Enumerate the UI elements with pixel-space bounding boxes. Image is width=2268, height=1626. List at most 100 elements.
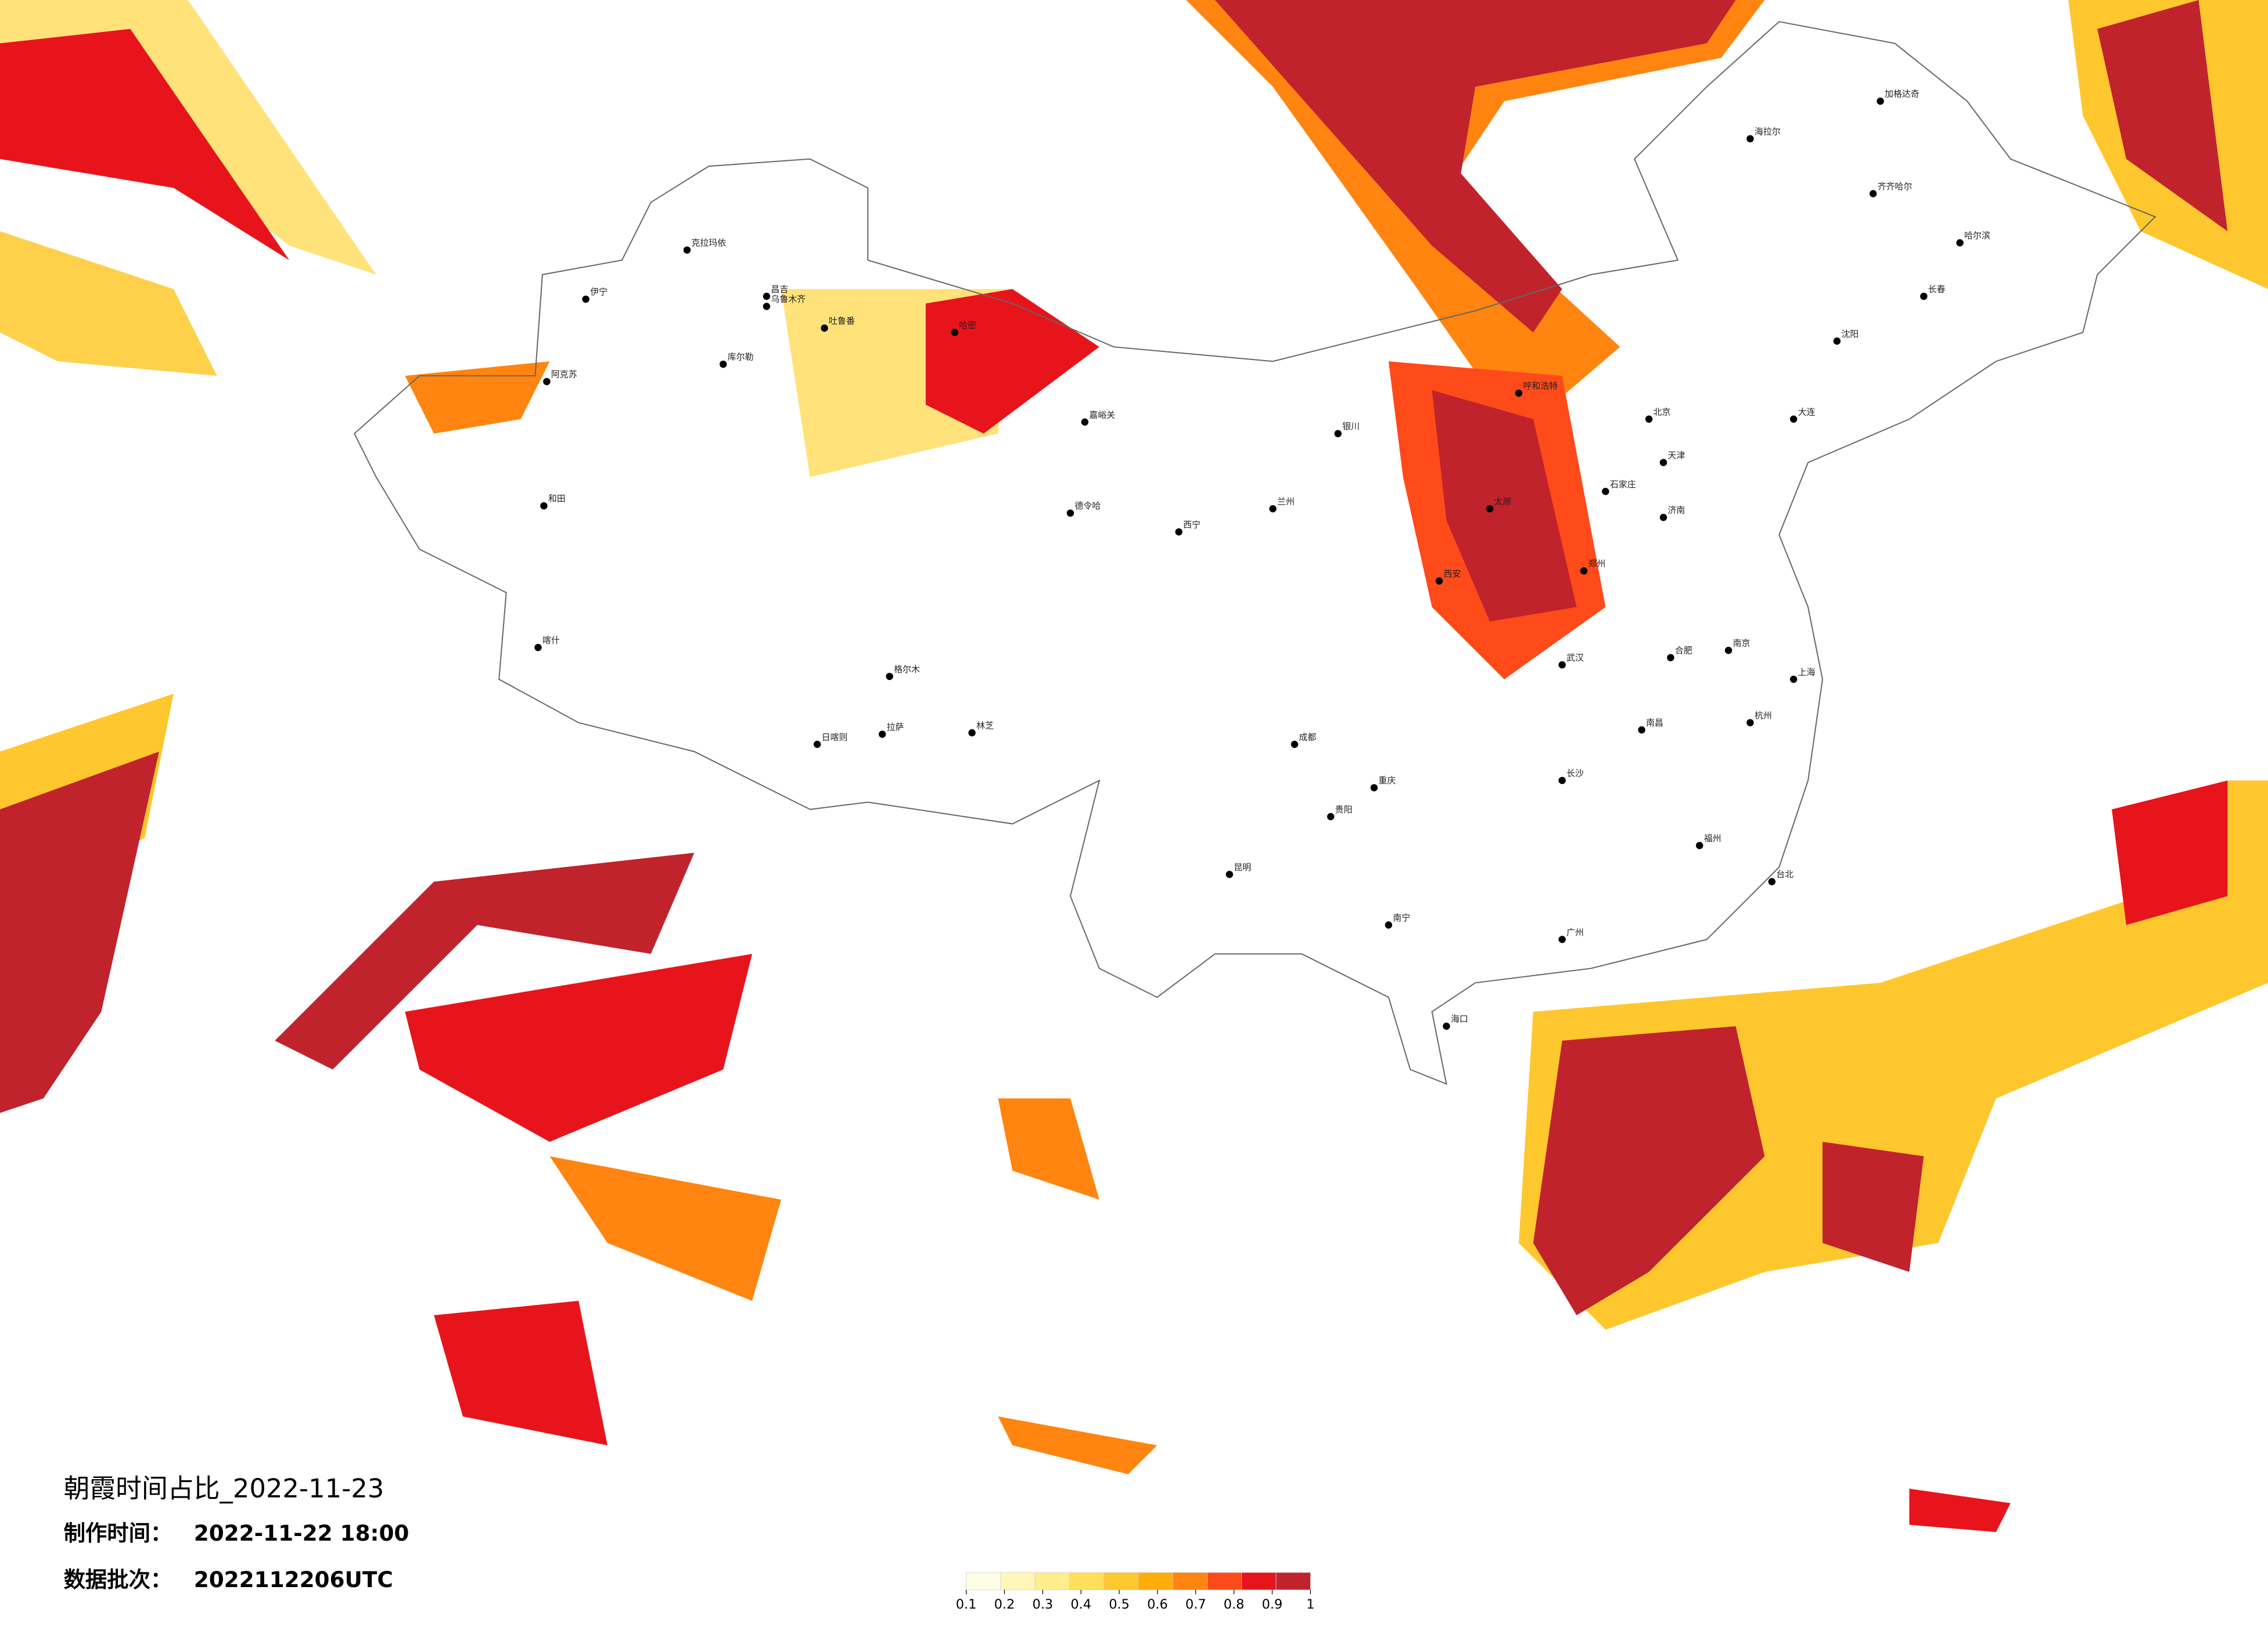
city-dot (1659, 513, 1667, 521)
china-border (353, 21, 2156, 1085)
legend-swatch (1241, 1572, 1277, 1591)
legend-swatch (1172, 1572, 1207, 1591)
city-dot (1327, 813, 1335, 821)
city-label: 银川 (1342, 421, 1360, 431)
city-dot (1746, 719, 1754, 726)
city-dot (1225, 870, 1234, 878)
legend-tick-label: 0.7 (1185, 1597, 1206, 1612)
city-label: 上海 (1798, 667, 1816, 677)
city-dot (1435, 577, 1443, 585)
city-label: 加格达奇 (1885, 89, 1920, 99)
city-label: 郑州 (1588, 559, 1605, 569)
city-dot (683, 246, 691, 254)
map-title: 朝霞时间占比_2022-11-23 (64, 1473, 384, 1504)
city-dot (719, 360, 727, 368)
city-label: 杭州 (1755, 710, 1772, 721)
city-dot (1486, 505, 1494, 513)
city-label: 乌鲁木齐 (771, 294, 806, 304)
city-label: 嘉峪关 (1089, 409, 1115, 420)
city-dot (1515, 389, 1523, 397)
city-dot (1645, 415, 1653, 423)
city-label: 太原 (1494, 497, 1512, 507)
legend-tick-label: 0.4 (1070, 1597, 1091, 1612)
city-dot (1385, 921, 1393, 929)
city-dot (763, 303, 771, 310)
legend-swatch (1104, 1572, 1139, 1591)
city-label: 昆明 (1234, 862, 1251, 872)
city-dot (1602, 488, 1609, 495)
city-label: 合肥 (1675, 645, 1692, 656)
city-dot (1746, 135, 1754, 143)
city-label: 石家庄 (1610, 479, 1636, 490)
city-dot (1334, 430, 1342, 437)
city-dot (1558, 661, 1566, 669)
city-dot (540, 502, 548, 510)
city-label: 西宁 (1183, 519, 1201, 530)
city-dot (1877, 98, 1884, 105)
legend-swatch (1275, 1572, 1311, 1591)
city-label: 克拉玛依 (691, 238, 726, 248)
city-dot (1580, 567, 1588, 575)
city-label: 昌吉 (771, 284, 788, 294)
city-label: 成都 (1299, 732, 1316, 742)
city-dot (1956, 239, 1964, 247)
city-dot (1659, 459, 1667, 466)
city-dot (1066, 509, 1074, 517)
city-label: 和田 (548, 494, 566, 504)
legend-swatch (1138, 1572, 1173, 1591)
legend-swatch (1000, 1572, 1036, 1591)
city-dot (582, 295, 590, 303)
legend-tick-label: 0.1 (956, 1597, 977, 1612)
legend-tick-label: 0.2 (994, 1597, 1015, 1612)
city-label: 海拉尔 (1755, 126, 1781, 136)
legend-tick-label: 0.9 (1262, 1597, 1283, 1612)
city-label: 福州 (1704, 833, 1721, 844)
legend-tick-label: 0.6 (1147, 1597, 1168, 1612)
city-dot (1667, 654, 1674, 661)
city-dot (1370, 784, 1378, 792)
city-dot (1558, 936, 1566, 943)
city-label: 拉萨 (887, 722, 904, 732)
legend-tick-label: 0.8 (1224, 1597, 1245, 1612)
info-label: 数据批次： (64, 1567, 172, 1592)
city-label: 阿克苏 (551, 369, 577, 380)
city-label: 台北 (1776, 869, 1793, 880)
city-label: 长沙 (1566, 768, 1584, 779)
legend-tick-label: 0.5 (1109, 1597, 1130, 1612)
city-label: 广州 (1566, 927, 1584, 937)
city-label: 兰州 (1277, 497, 1295, 507)
city-label: 吐鲁番 (829, 316, 855, 326)
city-label: 沈阳 (1841, 329, 1859, 339)
city-label: 武汉 (1566, 652, 1584, 663)
city-dot (1443, 1022, 1450, 1030)
city-label: 大连 (1798, 406, 1816, 417)
legend-swatch (966, 1572, 1001, 1591)
city-label: 天津 (1667, 450, 1685, 461)
city-dot (543, 377, 551, 386)
city-label: 南宁 (1393, 912, 1410, 923)
city-dot (1724, 646, 1733, 654)
city-label: 海口 (1451, 1014, 1468, 1024)
city-dot (1269, 505, 1277, 513)
city-dot (1291, 740, 1299, 748)
info-label: 制作时间： (64, 1520, 172, 1546)
city-label: 林芝 (976, 720, 994, 731)
city-dot (1869, 190, 1877, 197)
city-label: 德令哈 (1074, 501, 1101, 511)
city-label: 伊宁 (590, 287, 608, 297)
info-value: 2022-11-22 18:00 (194, 1520, 409, 1546)
legend-swatch (1034, 1572, 1070, 1591)
legend-tick-label: 1 (1306, 1597, 1314, 1612)
cloud-field (0, 0, 2268, 1533)
city-label: 库尔勒 (728, 352, 754, 362)
city-dot (813, 740, 821, 748)
city-dot (1081, 418, 1089, 426)
legend-tick-label: 0.3 (1033, 1597, 1054, 1612)
city-label: 西安 (1443, 569, 1461, 579)
city-dot (534, 643, 542, 652)
legend-swatch (1069, 1572, 1105, 1591)
city-dot (1920, 293, 1928, 300)
legend: 0.1 0.2 0.3 0.4 0.5 0.6 0.7 0.8 0.9 1 (956, 1572, 1314, 1612)
